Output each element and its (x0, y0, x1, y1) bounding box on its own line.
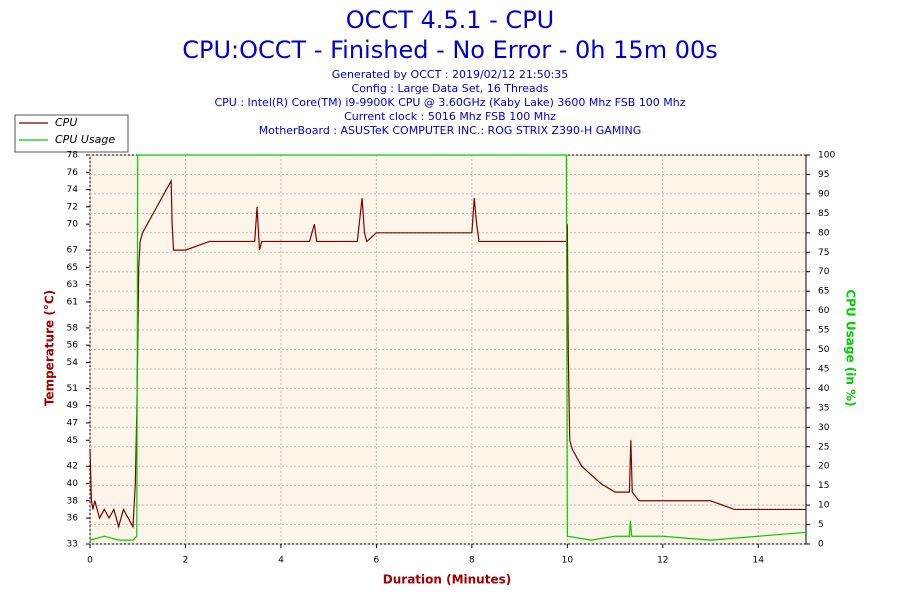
y2-tick-label: 90 (818, 189, 830, 199)
y2-tick-label: 45 (818, 364, 829, 374)
y2-tick-label: 5 (818, 520, 824, 530)
y-tick-label: 56 (67, 341, 79, 351)
y2-tick-label: 95 (818, 170, 829, 180)
y-tick-label: 78 (67, 151, 79, 161)
y2-tick-label: 70 (818, 267, 830, 277)
y-tick-label: 72 (67, 202, 78, 212)
chart-title: OCCT 4.5.1 - CPU (346, 6, 554, 34)
info-line: CPU : Intel(R) Core(TM) i9-9900K CPU @ 3… (214, 96, 685, 109)
y-tick-label: 63 (67, 280, 78, 290)
y2-tick-label: 100 (818, 151, 835, 161)
y2-tick-label: 25 (818, 442, 829, 452)
y2-tick-label: 10 (818, 501, 830, 511)
y-tick-label: 61 (67, 297, 78, 307)
y2-tick-label: 65 (818, 287, 829, 297)
legend-label: CPU (55, 116, 77, 129)
x-tick-label: 14 (753, 556, 765, 566)
x-tick-label: 12 (657, 556, 668, 566)
y2-tick-label: 40 (818, 384, 830, 394)
y-tick-label: 67 (67, 246, 78, 256)
y2-tick-label: 20 (818, 462, 830, 472)
y-tick-label: 65 (67, 263, 78, 273)
info-line: Current clock : 5016 Mhz FSB 100 Mhz (344, 110, 556, 123)
y2-tick-label: 30 (818, 423, 830, 433)
y2-tick-label: 55 (818, 326, 829, 336)
y2-tick-label: 85 (818, 209, 829, 219)
x-tick-label: 10 (562, 556, 574, 566)
legend-box (14, 114, 129, 153)
y-tick-label: 58 (67, 323, 79, 333)
y2-axis-label: CPU Usage (in %) (844, 289, 858, 406)
y-axis-label: Temperature (°C) (43, 290, 57, 406)
x-tick-label: 4 (278, 556, 284, 566)
series-line (89, 154, 807, 541)
y-tick-label: 54 (67, 358, 79, 368)
y-tick-label: 33 (67, 540, 78, 550)
y-tick-label: 36 (67, 514, 79, 524)
y-tick-label: 47 (67, 418, 78, 428)
x-tick-label: 0 (87, 556, 93, 566)
y2-tick-label: 0 (818, 540, 824, 550)
x-axis-label: Duration (Minutes) (383, 573, 511, 587)
y2-tick-label: 60 (818, 306, 830, 316)
y2-tick-label: 80 (818, 228, 830, 238)
y2-tick-label: 75 (818, 248, 829, 258)
y-tick-label: 42 (67, 462, 78, 472)
y-tick-label: 40 (67, 479, 79, 489)
info-line: Generated by OCCT : 2019/02/12 21:50:35 (332, 68, 569, 81)
y-tick-label: 49 (67, 401, 79, 411)
y-tick-label: 45 (67, 436, 78, 446)
series-line (89, 178, 806, 529)
x-tick-label: 8 (469, 556, 475, 566)
y-tick-label: 51 (67, 384, 78, 394)
y2-tick-label: 50 (818, 345, 830, 355)
x-tick-label: 6 (374, 556, 380, 566)
legend-label: CPU Usage (55, 133, 115, 146)
y-tick-label: 76 (67, 168, 79, 178)
info-line: MotherBoard : ASUSTeK COMPUTER INC.: ROG… (259, 124, 642, 137)
info-line: Config : Large Data Set, 16 Threads (352, 82, 549, 95)
y-tick-label: 74 (67, 185, 79, 195)
x-tick-label: 2 (183, 556, 189, 566)
y-tick-label: 38 (67, 496, 79, 506)
y2-tick-label: 15 (818, 481, 829, 491)
chart-subtitle: CPU:OCCT - Finished - No Error - 0h 15m … (182, 36, 718, 64)
y-tick-label: 70 (67, 220, 79, 230)
y2-tick-label: 35 (818, 403, 829, 413)
